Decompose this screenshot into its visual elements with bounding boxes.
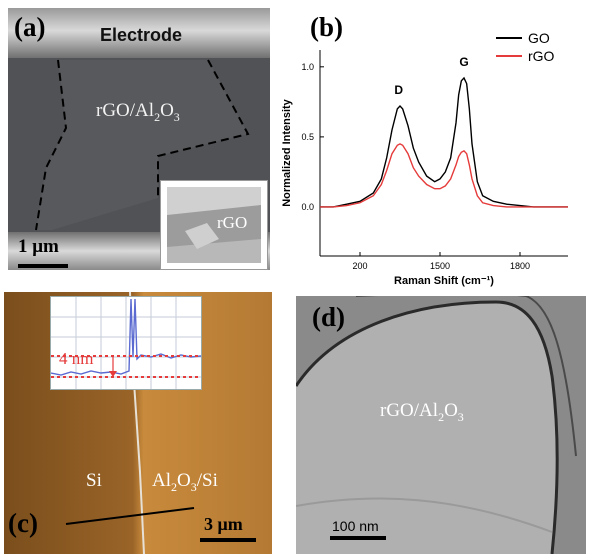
rgo-al2o3-sub-2: 3 [173, 109, 180, 124]
x-tick-label: 200 [352, 261, 367, 271]
height-profile-inset: 4 nm [50, 296, 202, 390]
flake-boundary-right [157, 59, 250, 198]
scalebar-label-a: 1 μm [18, 236, 59, 257]
y-tick-label: 1.0 [301, 62, 314, 72]
legend-label-go: GO [528, 30, 550, 46]
afm-profile-line [65, 507, 195, 525]
panel-c-afm-image: 4 nm Si Al2O3/Si (c) 3 μm [4, 292, 272, 554]
legend-label-rgo: rGO [528, 48, 555, 64]
raman-chart-svg: 0.0 0.5 1.0 200 1500 1800 Raman Shift (cm⁻¹) No… [281, 30, 568, 287]
height-profile-graphic [50, 297, 202, 389]
rgo-flake-region [36, 60, 248, 230]
tem-flake-edge [296, 300, 559, 554]
tem-label-sub-1: 2 [438, 409, 445, 424]
rgo-al2o3-sub-1: 2 [154, 109, 161, 124]
y-tick-label: 0.5 [301, 132, 314, 142]
electrode-top-band [8, 8, 271, 58]
al2o3-si-text-2: O [177, 470, 191, 491]
panel-a-letter: (a) [14, 12, 46, 42]
panel-d-tem-image: (d) rGO/Al2O3 100 nm [296, 296, 586, 554]
tem-image-graphic [296, 296, 586, 554]
rgo-inset: rGO [160, 180, 268, 270]
flake-boundary-left [35, 59, 68, 231]
x-tick-label: 1800 [510, 261, 530, 271]
tem-label-text-1: rGO/Al [380, 400, 439, 421]
profile-height-arrowhead [109, 371, 117, 377]
tem-rgo-al2o3-label: rGO/Al2O3 [380, 400, 464, 425]
al2o3-si-label: Al2O3/Si [152, 470, 218, 495]
rgo-al2o3-text-1: rGO/Al [96, 100, 155, 121]
y-axis-label: Normalized Intensity [281, 98, 293, 206]
y-tick-label: 0.0 [301, 202, 314, 212]
electrode-label: Electrode [100, 25, 183, 45]
x-axis-label: Raman Shift (cm⁻¹) [394, 275, 494, 287]
tem-flake-region [296, 302, 558, 554]
x-tick-label: 1500 [430, 261, 450, 271]
peak-label-d: D [394, 83, 403, 97]
peak-label-g: G [459, 55, 468, 69]
panel-b-raman-chart: 0.0 0.5 1.0 200 1500 1800 Raman Shift (cm⁻¹) No… [270, 8, 588, 290]
rgo-al2o3-text-2: O [160, 100, 174, 121]
rgo-inset-image [167, 187, 261, 263]
si-label: Si [86, 470, 102, 491]
sem-image-a-graphic [8, 8, 271, 270]
al2o3-si-text-1: Al [152, 470, 171, 491]
rgo-al2o3-label: rGO/Al2O3 [96, 100, 180, 125]
scalebar-label-d: 100 nm [332, 518, 379, 534]
panel-d-letter: (d) [312, 302, 345, 332]
al2o3-si-sub-1: 2 [171, 479, 177, 494]
series-line-rgo [320, 143, 568, 208]
tem-label-sub-2: 3 [457, 409, 464, 424]
tem-fold-line [296, 497, 553, 533]
scalebar-c [200, 538, 256, 542]
series-line-go [320, 76, 568, 208]
al2o3-si-text-3: /Si [196, 470, 218, 491]
panel-a-sem-image: (a) Electrode rGO/Al2O3 rGO 1 μm [8, 8, 271, 270]
scalebar-a [18, 264, 68, 268]
al2o3-si-sub-2: 3 [190, 479, 197, 494]
tem-label-text-2: O [444, 400, 458, 421]
scalebar-label-c: 3 μm [204, 514, 243, 534]
panel-c-letter: (c) [8, 508, 38, 538]
panel-b-letter: (b) [310, 12, 343, 42]
rgo-inset-label: rGO [217, 213, 248, 232]
height-profile-curve [50, 298, 202, 376]
inset-height-label: 4 nm [59, 349, 94, 368]
scalebar-d [330, 536, 386, 540]
tem-outer-edge [356, 296, 577, 457]
